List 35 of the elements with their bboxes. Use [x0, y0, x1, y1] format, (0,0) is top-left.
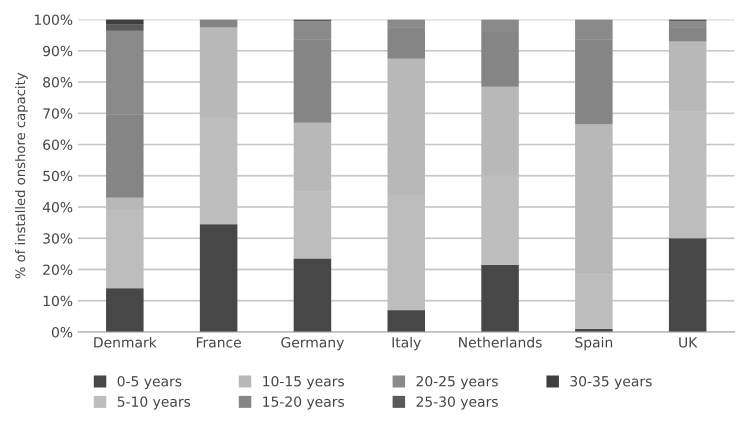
legend-label: 15-20 years: [263, 396, 344, 410]
legend-label: 20-25 years: [416, 376, 498, 390]
legend-label: 30-35 years: [570, 376, 652, 390]
legend-label: 5-10 years: [118, 396, 190, 410]
legend-label: 0-5 years: [118, 376, 182, 390]
x-tick-label: Italy: [392, 336, 421, 350]
y-tick-label: 50%: [43, 170, 72, 182]
bar: [294, 258, 332, 332]
bar: [106, 20, 144, 24]
x-tick-label: Spain: [575, 336, 612, 350]
legend-label: 10-15 years: [263, 376, 344, 390]
y-tick-label: 40%: [42, 202, 72, 212]
bar: [200, 224, 238, 332]
x-tick-label: UK: [679, 337, 698, 348]
legend-label: 25-30 years: [416, 396, 498, 410]
y-tick-label: 80%: [43, 76, 72, 88]
y-tick-label: 0%: [52, 326, 72, 338]
bar: [668, 238, 706, 332]
y-tick-label: 20%: [43, 264, 72, 275]
bar: [106, 24, 144, 30]
x-tick-label: Germany: [281, 337, 344, 350]
x-tick-label: Denmark: [94, 336, 157, 348]
bar: [481, 264, 519, 332]
y-tick-label: 90%: [43, 46, 72, 56]
y-tick-label: 70%: [43, 108, 72, 119]
bar: [387, 310, 426, 332]
x-tick-label: Netherlands: [459, 336, 542, 348]
y-tick-label: 10%: [44, 296, 72, 306]
bar: [106, 288, 144, 332]
y-tick-label: 60%: [43, 139, 72, 150]
y-axis-title: % of installed onshore capacity: [15, 72, 28, 278]
bar: [200, 20, 238, 28]
y-tick-label: 30%: [43, 233, 72, 244]
y-tick-label: 100%: [34, 14, 72, 26]
x-tick-label: France: [196, 337, 241, 348]
